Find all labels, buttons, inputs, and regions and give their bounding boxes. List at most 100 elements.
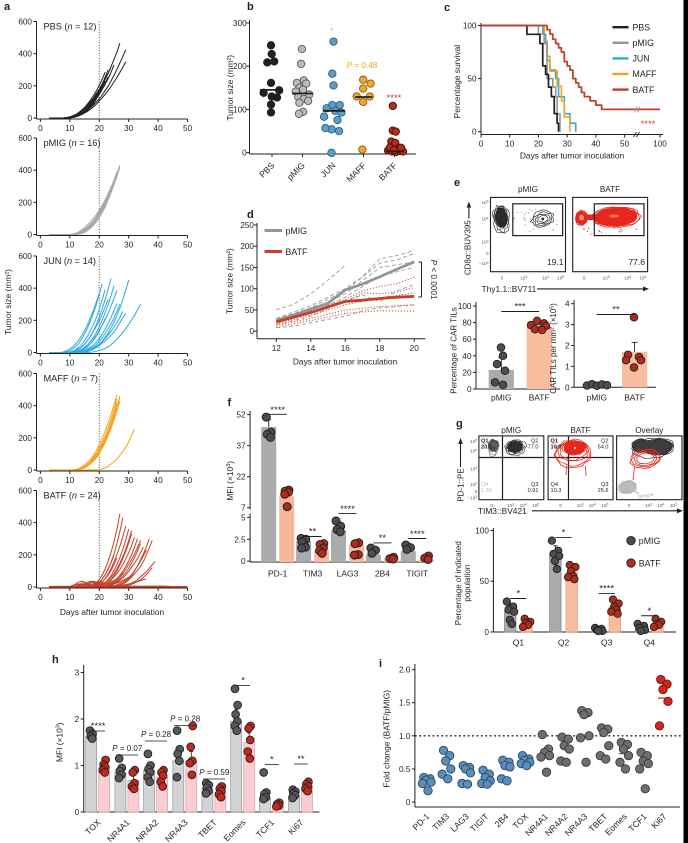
svg-text:*: *: [241, 676, 245, 687]
svg-text:50: 50: [245, 306, 255, 315]
svg-text:400: 400: [18, 284, 32, 293]
svg-text:20: 20: [95, 241, 105, 250]
svg-text:CD8α::BUV395: CD8α::BUV395: [464, 220, 473, 275]
svg-text:0.5: 0.5: [399, 765, 411, 774]
svg-text:PBS: PBS: [633, 22, 651, 32]
svg-text:100: 100: [653, 140, 667, 149]
svg-text:Percentage of CAR TILs: Percentage of CAR TILs: [450, 307, 459, 394]
svg-text:a: a: [4, 1, 11, 13]
svg-text:****: ****: [410, 529, 425, 540]
svg-text:Isotype: Isotype: [638, 492, 654, 500]
svg-text:****: ****: [91, 721, 106, 732]
svg-text:105: 105: [557, 275, 564, 280]
svg-text:Q2: Q2: [601, 439, 608, 445]
svg-text:40: 40: [154, 124, 164, 133]
svg-text:Days after tumor inoculation: Days after tumor inoculation: [293, 357, 398, 367]
svg-text:0: 0: [27, 349, 32, 358]
svg-text:MAFF (: MAFF (: [44, 374, 75, 384]
svg-text:MAFF: MAFF: [633, 69, 658, 79]
svg-text:JUN (: JUN (: [44, 256, 67, 266]
svg-text:0: 0: [559, 503, 562, 508]
svg-text:***: ***: [514, 302, 525, 313]
svg-text:105: 105: [470, 439, 477, 444]
svg-text:103: 103: [645, 503, 652, 508]
svg-text:Q4: Q4: [644, 638, 656, 648]
svg-text:200: 200: [18, 198, 32, 207]
svg-text:LAG3: LAG3: [337, 569, 359, 579]
svg-text:0: 0: [628, 503, 631, 508]
svg-text:40: 40: [154, 359, 164, 368]
svg-text:104: 104: [624, 275, 631, 280]
svg-text:h: h: [52, 654, 59, 666]
svg-text:30: 30: [124, 241, 134, 250]
svg-text:pMIG: pMIG: [639, 536, 661, 546]
svg-text:200: 200: [18, 434, 32, 443]
svg-text:50: 50: [183, 359, 193, 368]
svg-text:PD-1::PE: PD-1::PE: [457, 468, 466, 501]
svg-text:Q1: Q1: [513, 638, 525, 648]
svg-text:0: 0: [38, 359, 43, 368]
svg-text:105: 105: [532, 503, 539, 508]
svg-text:0: 0: [38, 241, 43, 250]
svg-text:Q3: Q3: [601, 638, 613, 648]
svg-text:50: 50: [183, 124, 193, 133]
svg-text:16: 16: [341, 344, 351, 353]
svg-text:25.6: 25.6: [598, 488, 609, 494]
svg-text:Days after tumor inoculation: Days after tumor inoculation: [60, 607, 165, 617]
svg-text:0: 0: [501, 276, 504, 281]
svg-text:20: 20: [95, 476, 105, 485]
svg-text:BATF (: BATF (: [44, 491, 72, 501]
svg-text:0: 0: [75, 808, 80, 817]
svg-text:**: **: [309, 527, 317, 538]
svg-text:CAR TILs per mm2 (×105): CAR TILs per mm2 (×105): [549, 303, 558, 394]
svg-text:−103: −103: [479, 261, 489, 266]
svg-text:600: 600: [18, 370, 32, 379]
svg-text:JUN: JUN: [633, 54, 650, 64]
svg-text:100: 100: [463, 22, 477, 31]
svg-text:0: 0: [241, 557, 246, 566]
svg-text:BATF: BATF: [529, 393, 550, 403]
svg-text:77.6: 77.6: [628, 257, 645, 267]
svg-text:Tumor size (mm²): Tumor size (mm²): [225, 55, 235, 121]
svg-text:P = 0.07: P = 0.07: [112, 744, 143, 753]
svg-text:200: 200: [18, 82, 32, 91]
svg-text:400: 400: [18, 166, 32, 175]
svg-text:20: 20: [534, 140, 544, 149]
svg-text:P = 0.59: P = 0.59: [199, 768, 230, 777]
svg-text:10: 10: [65, 124, 75, 133]
svg-text:2: 2: [75, 715, 80, 724]
svg-text:100: 100: [458, 302, 472, 311]
svg-text:10: 10: [65, 593, 75, 602]
svg-text:5: 5: [241, 513, 246, 522]
svg-text:TIGIT: TIGIT: [406, 569, 428, 579]
svg-text:100: 100: [475, 527, 489, 536]
svg-text:10: 10: [65, 359, 75, 368]
svg-text:103: 103: [507, 503, 514, 508]
svg-text:40: 40: [154, 241, 164, 250]
svg-text:100: 100: [240, 285, 254, 294]
svg-text:200: 200: [18, 316, 32, 325]
svg-text:BATF: BATF: [633, 85, 655, 95]
svg-text:150: 150: [240, 263, 254, 272]
svg-text:MFI (×103): MFI (×103): [55, 722, 65, 762]
svg-text:*: *: [330, 26, 334, 37]
svg-text:pMIG: pMIG: [501, 426, 521, 435]
svg-text:0: 0: [486, 251, 489, 256]
svg-text:pMIG (: pMIG (: [44, 138, 72, 148]
svg-text:Q4: Q4: [551, 482, 558, 488]
svg-text:400: 400: [18, 50, 32, 59]
svg-text:0: 0: [27, 466, 32, 475]
svg-text:40: 40: [154, 593, 164, 602]
svg-text:600: 600: [18, 487, 32, 496]
svg-text:4: 4: [565, 300, 570, 309]
svg-text:d: d: [247, 209, 254, 221]
svg-text:****: ****: [387, 93, 402, 104]
svg-text:50: 50: [183, 476, 193, 485]
svg-text:250: 250: [240, 221, 254, 230]
svg-text:****: ****: [641, 119, 656, 130]
svg-text:40: 40: [154, 476, 164, 485]
svg-text:0: 0: [38, 124, 43, 133]
svg-text:200: 200: [233, 62, 247, 71]
svg-text:****: ****: [340, 504, 355, 515]
svg-text:30: 30: [563, 140, 573, 149]
